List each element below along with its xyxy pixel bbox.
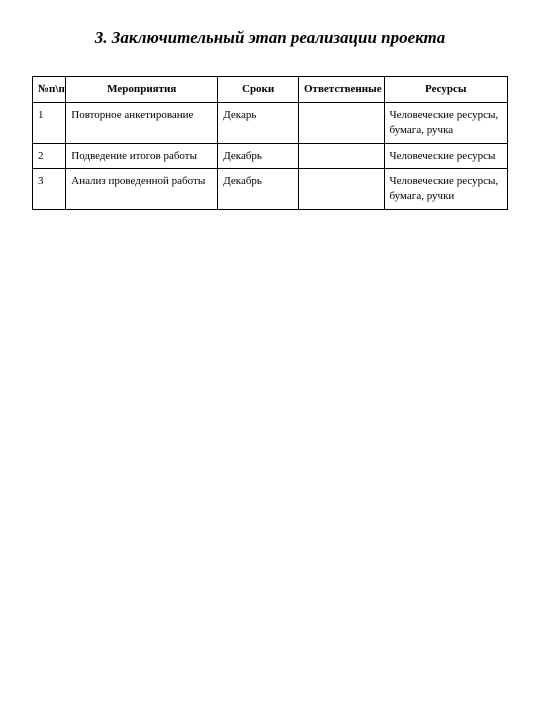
cell-resp: [299, 169, 385, 210]
table-row: 2 Подведение итогов работы Декабрь Челов…: [33, 143, 508, 169]
col-header-event: Мероприятия: [66, 77, 218, 103]
cell-res: Человеческие ресурсы: [384, 143, 508, 169]
cell-res: Человеческие ресурсы, бумага, ручка: [384, 102, 508, 143]
table-header-row: №п\п Мероприятия Сроки Ответственные Рес…: [33, 77, 508, 103]
col-header-resp: Ответственные: [299, 77, 385, 103]
cell-num: 3: [33, 169, 66, 210]
page-title: 3. Заключительный этап реализации проект…: [32, 28, 508, 48]
cell-num: 2: [33, 143, 66, 169]
cell-resp: [299, 102, 385, 143]
cell-event: Повторное анкетирование: [66, 102, 218, 143]
cell-time: Декарь: [218, 102, 299, 143]
col-header-time: Сроки: [218, 77, 299, 103]
cell-event: Подведение итогов работы: [66, 143, 218, 169]
cell-time: Декабрь: [218, 169, 299, 210]
col-header-num: №п\п: [33, 77, 66, 103]
cell-res: Человеческие ресурсы, бумага, ручки: [384, 169, 508, 210]
cell-resp: [299, 143, 385, 169]
cell-time: Декабрь: [218, 143, 299, 169]
table-row: 1 Повторное анкетирование Декарь Человеч…: [33, 102, 508, 143]
table-row: 3 Анализ проведенной работы Декабрь Чело…: [33, 169, 508, 210]
project-table: №п\п Мероприятия Сроки Ответственные Рес…: [32, 76, 508, 210]
col-header-res: Ресурсы: [384, 77, 508, 103]
cell-num: 1: [33, 102, 66, 143]
cell-event: Анализ проведенной работы: [66, 169, 218, 210]
